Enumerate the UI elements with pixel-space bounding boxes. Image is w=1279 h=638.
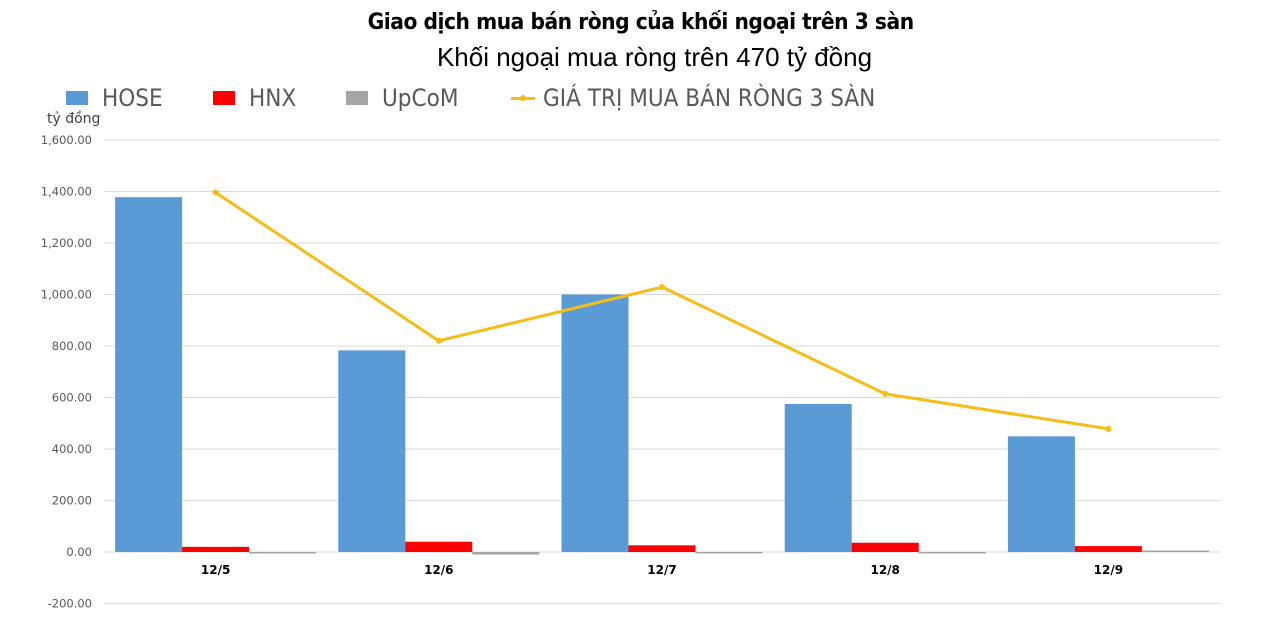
bar-hose <box>1007 436 1075 552</box>
bar-upcom <box>472 552 540 555</box>
line-point-marker <box>212 189 219 196</box>
y-tick-label: 400.00 <box>52 442 92 456</box>
legend-item-total: GIÁ TRỊ MUA BÁN RÒNG 3 SÀN <box>510 84 912 112</box>
legend-item-hnx: HNX <box>213 84 301 112</box>
line-point-marker <box>1105 425 1112 432</box>
legend-label: GIÁ TRỊ MUA BÁN RÒNG 3 SÀN <box>542 84 876 112</box>
bar-hnx <box>405 541 473 552</box>
bar-upcom <box>695 552 763 554</box>
y-tick-label: 1,600.00 <box>41 133 92 147</box>
y-tick-label: 1,000.00 <box>41 288 92 302</box>
y-tick-label: -200.00 <box>48 597 92 611</box>
chart-legend: HOSE HNX UpCoM GIÁ TRỊ MUA BÁN RÒNG 3 SÀ… <box>66 84 956 112</box>
bar-hose <box>115 197 183 553</box>
line-point-marker <box>882 390 889 397</box>
y-tick-label: 200.00 <box>52 494 92 508</box>
y-tick-label: 1,400.00 <box>41 185 92 199</box>
bar-hnx <box>851 542 919 552</box>
bar-hnx <box>182 546 250 552</box>
y-axis-labels: -200.00 0.00 200.00 400.00 600.00 800.00 1,000… <box>41 133 92 611</box>
chart-title: Giao dịch mua bán ròng của khối ngoại tr… <box>367 10 914 35</box>
x-tick-label: 12/7 <box>647 563 676 577</box>
bar-hose <box>561 294 629 552</box>
upcom-swatch-icon <box>345 91 368 105</box>
legend-item-upcom: UpCoM <box>345 84 467 112</box>
legend-label: HOSE <box>102 84 163 112</box>
y-tick-label: 1,200.00 <box>41 236 92 250</box>
chart-subtitle: Khối ngoại mua ròng trên 470 tỷ đồng <box>436 42 873 72</box>
bar-upcom <box>249 552 317 554</box>
y-tick-label: 800.00 <box>52 339 92 353</box>
bar-hnx <box>1074 546 1142 552</box>
legend-item-hose: HOSE <box>66 84 169 112</box>
bar-upcom <box>1141 550 1209 552</box>
bar-upcom <box>918 552 986 554</box>
legend-label: UpCoM <box>381 84 459 112</box>
bar-hose <box>338 350 406 552</box>
y-axis-unit: tỷ đồng <box>47 111 101 127</box>
line-series <box>212 189 1112 432</box>
hose-swatch-icon <box>66 91 88 105</box>
hnx-swatch-icon <box>213 91 236 105</box>
line-point-marker <box>435 337 442 344</box>
y-tick-label: 600.00 <box>52 391 92 405</box>
line-marker-icon <box>510 94 535 101</box>
line-point-marker <box>659 284 665 291</box>
legend-label: HNX <box>249 84 297 112</box>
x-tick-label: 12/9 <box>1094 563 1123 577</box>
x-tick-label: 12/6 <box>424 563 453 577</box>
bar-hnx <box>628 545 696 552</box>
x-tick-label: 12/8 <box>870 563 899 577</box>
x-tick-label: 12/5 <box>201 563 230 577</box>
x-axis-labels: 12/5 12/6 12/7 12/8 12/9 <box>201 563 1123 577</box>
y-tick-label: 0.00 <box>66 545 92 559</box>
bar-series <box>115 197 1209 555</box>
bar-hose <box>784 403 852 552</box>
